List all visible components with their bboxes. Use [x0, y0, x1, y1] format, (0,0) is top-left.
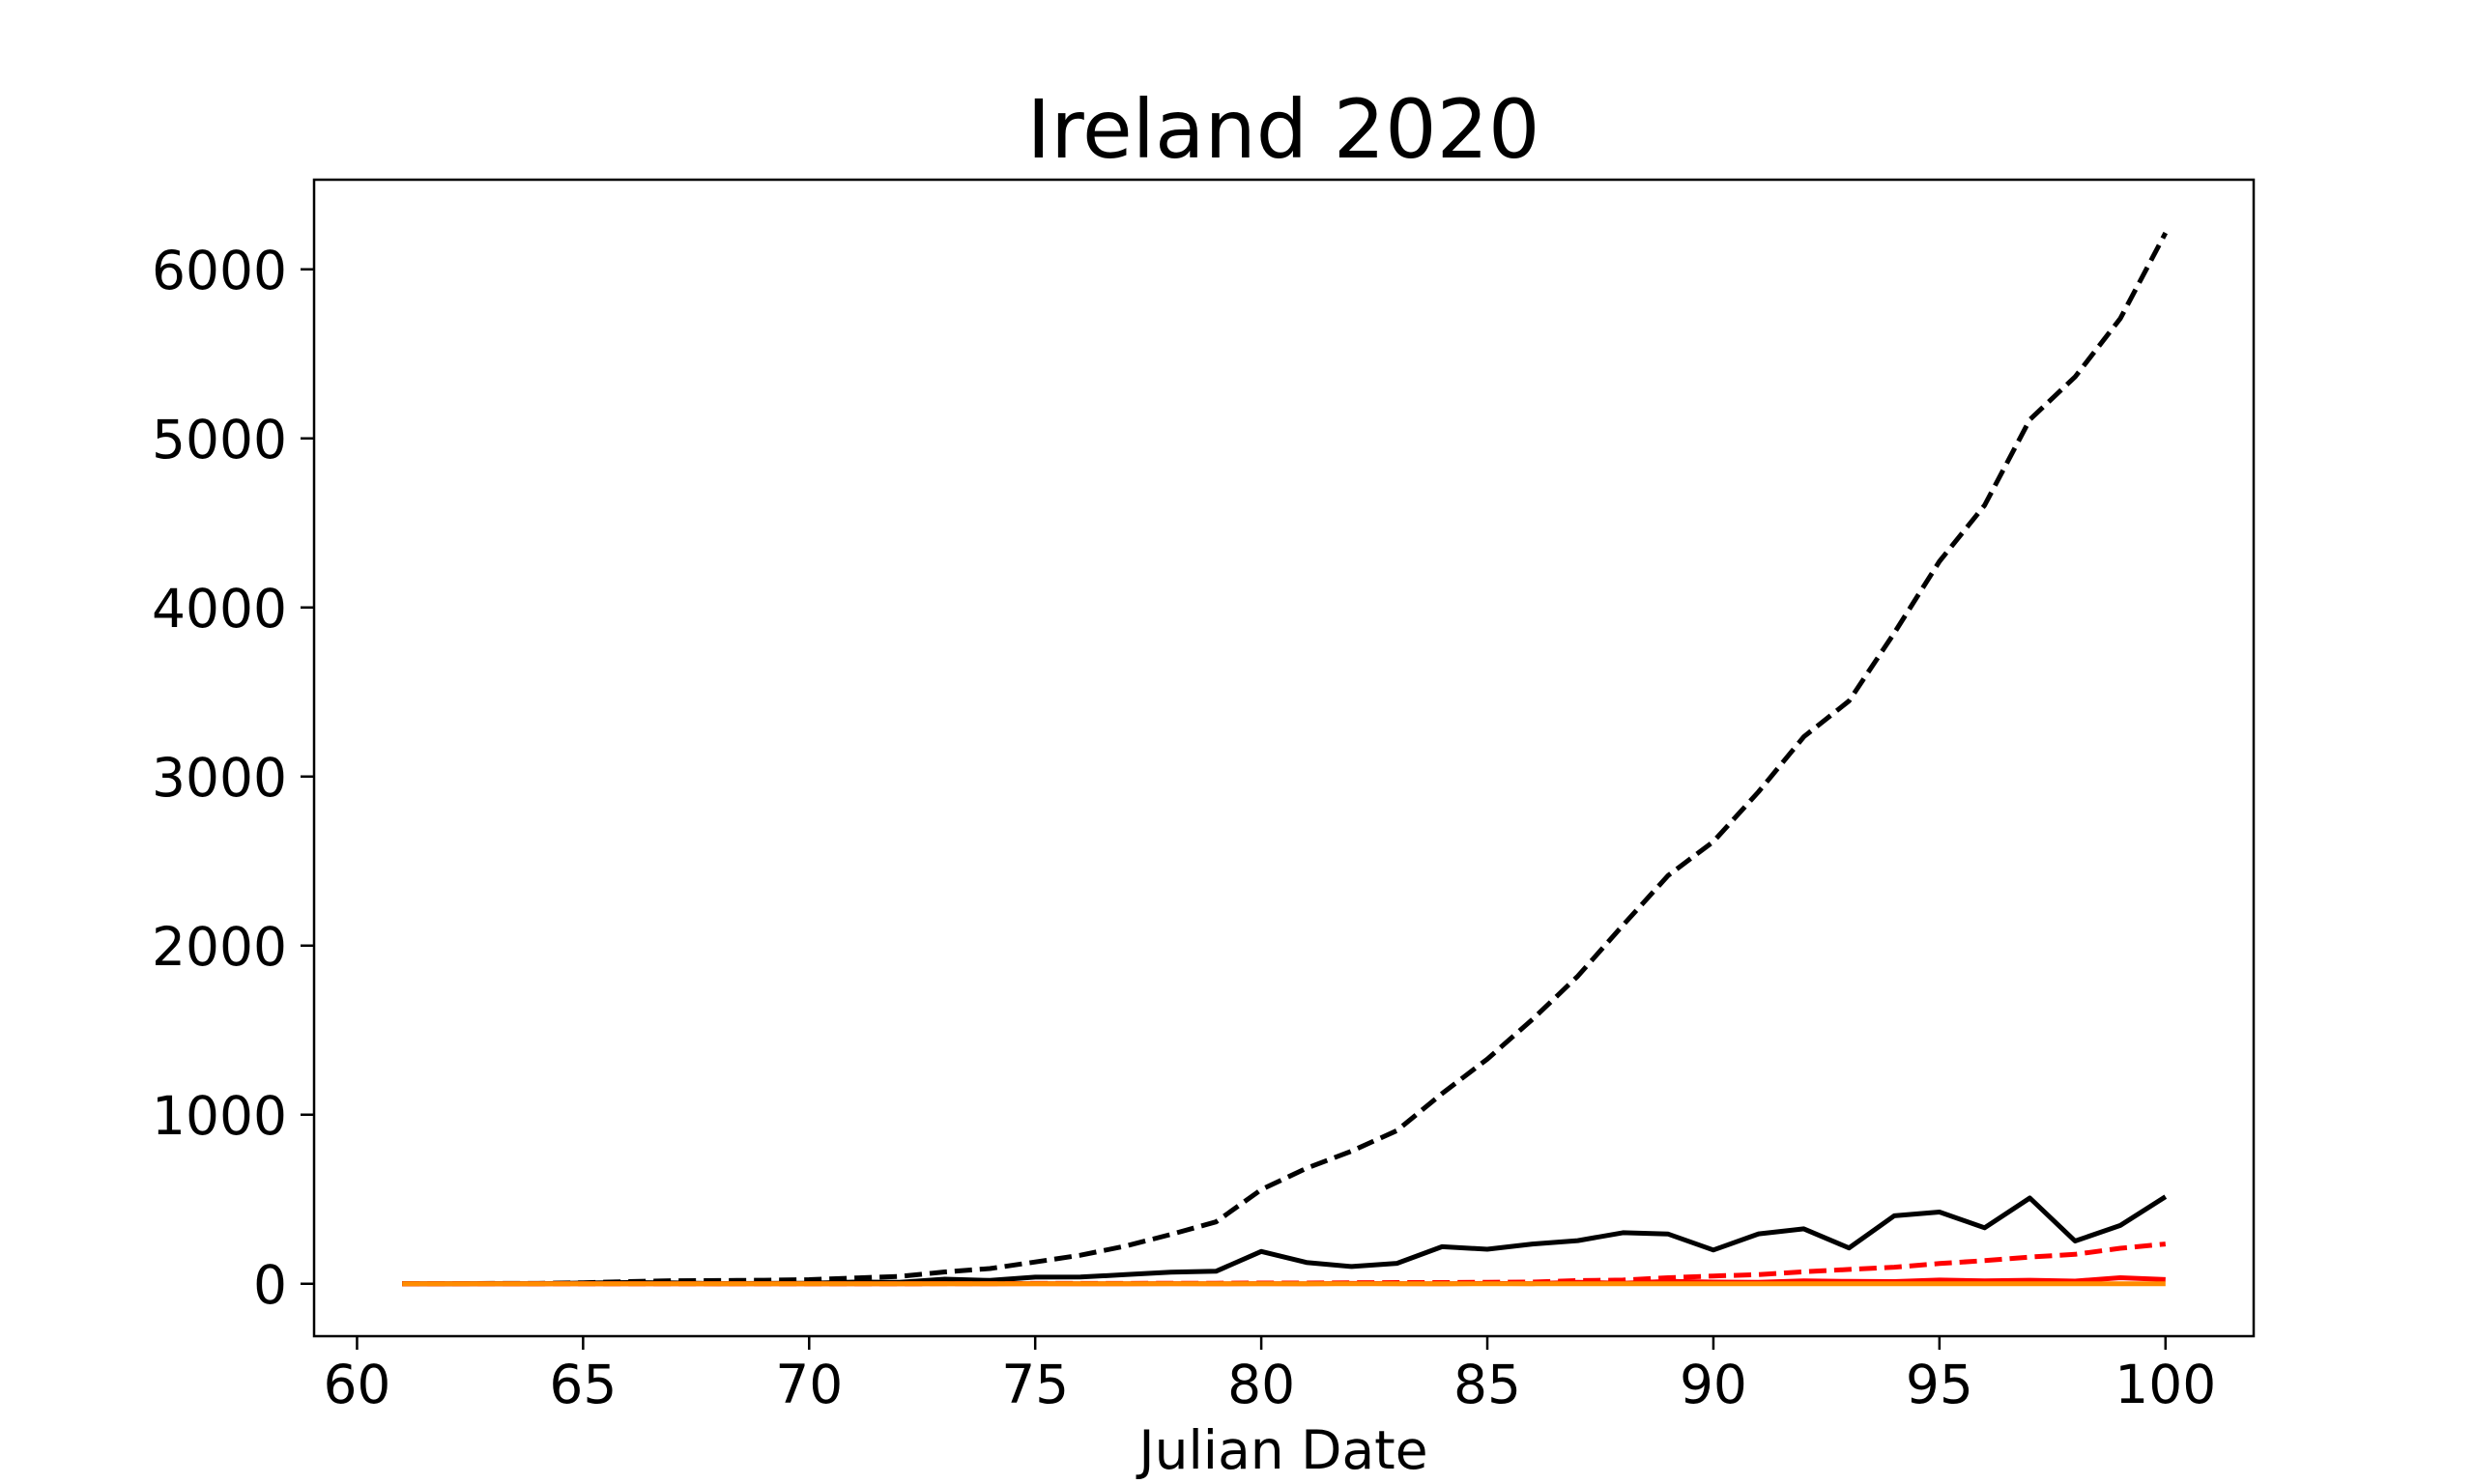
chart-title: Ireland 2020: [1027, 82, 1540, 177]
y-tick-label: 0: [253, 1254, 287, 1316]
x-axis-ticks: 60 65 70 75 80 85 90 95 100: [323, 1336, 2216, 1415]
y-tick-label: 4000: [152, 578, 287, 640]
y-tick-label: 1000: [152, 1085, 287, 1147]
y-tick-label: 2000: [152, 916, 287, 978]
x-tick-label: 85: [1453, 1354, 1521, 1415]
x-tick-label: 75: [1001, 1354, 1069, 1415]
series-line-3: [402, 1241, 2167, 1287]
series-line-1: [402, 231, 2169, 1287]
plot-frame: [312, 178, 2256, 1338]
y-tick-label: 5000: [152, 409, 287, 471]
y-axis-ticks: 0 1000 2000 3000 4000 5000 6000: [152, 240, 314, 1316]
series-line-2: [402, 1194, 2168, 1287]
x-tick-label: 100: [2114, 1354, 2216, 1415]
y-tick-label: 6000: [152, 240, 287, 301]
x-tick-label: 80: [1227, 1354, 1295, 1415]
y-tick-label: 3000: [152, 747, 287, 809]
series-layer: [402, 231, 2169, 1287]
x-axis-label: Julian Date: [1136, 1419, 1427, 1481]
x-tick-label: 65: [549, 1354, 617, 1415]
x-tick-label: 60: [323, 1354, 390, 1415]
x-tick-label: 90: [1680, 1354, 1747, 1415]
x-tick-label: 95: [1906, 1354, 1973, 1415]
x-tick-label: 70: [775, 1354, 843, 1415]
